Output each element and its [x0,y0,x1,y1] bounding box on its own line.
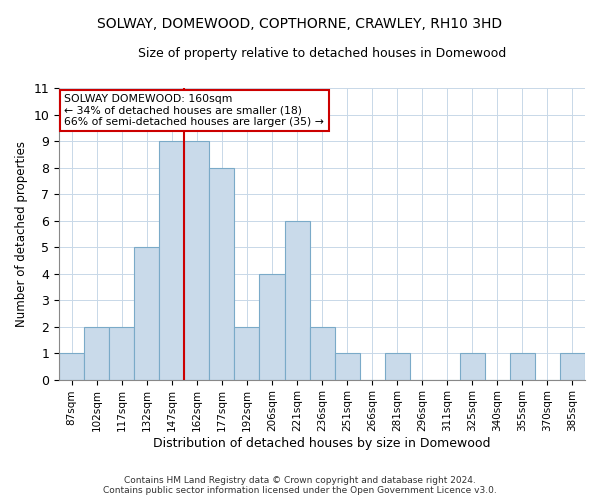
Bar [259,274,284,380]
Bar [310,326,335,380]
Bar [385,353,410,380]
Bar [109,326,134,380]
Text: SOLWAY, DOMEWOOD, COPTHORNE, CRAWLEY, RH10 3HD: SOLWAY, DOMEWOOD, COPTHORNE, CRAWLEY, RH… [97,18,503,32]
Bar [209,168,235,380]
X-axis label: Distribution of detached houses by size in Domewood: Distribution of detached houses by size … [154,437,491,450]
Bar [510,353,535,380]
Bar [235,326,259,380]
Bar [460,353,485,380]
Bar [160,141,184,380]
Text: Contains HM Land Registry data © Crown copyright and database right 2024.
Contai: Contains HM Land Registry data © Crown c… [103,476,497,495]
Bar [184,141,209,380]
Title: Size of property relative to detached houses in Domewood: Size of property relative to detached ho… [138,48,506,60]
Bar [134,247,160,380]
Text: SOLWAY DOMEWOOD: 160sqm
← 34% of detached houses are smaller (18)
66% of semi-de: SOLWAY DOMEWOOD: 160sqm ← 34% of detache… [64,94,324,127]
Bar [84,326,109,380]
Y-axis label: Number of detached properties: Number of detached properties [15,141,28,327]
Bar [284,220,310,380]
Bar [59,353,84,380]
Bar [335,353,359,380]
Bar [560,353,585,380]
